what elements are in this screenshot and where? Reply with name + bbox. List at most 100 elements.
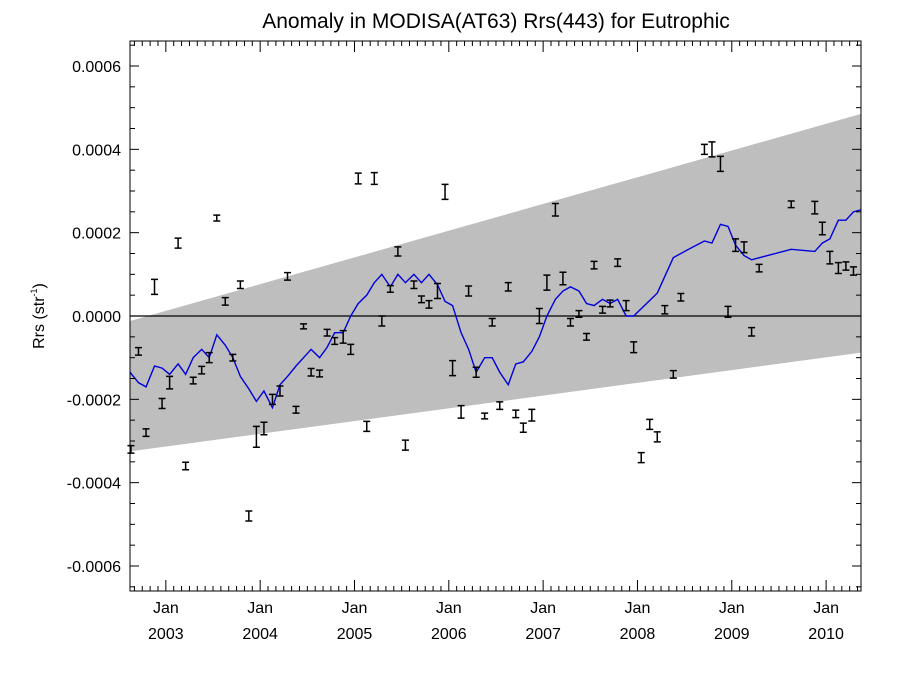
error-bar [127, 444, 135, 454]
error-bar [512, 409, 520, 419]
error-bar [826, 250, 834, 265]
error-bar [182, 461, 190, 471]
error-bar [386, 284, 394, 293]
error-bar [622, 299, 630, 312]
error-bar [189, 376, 197, 385]
error-bar [339, 329, 347, 344]
error-bar [630, 341, 638, 354]
error-bar [433, 282, 441, 300]
error-bar [284, 271, 292, 281]
error-bar [221, 296, 229, 306]
error-bar [166, 375, 174, 390]
x-tick-month-label: Jan [247, 600, 273, 617]
error-bar [378, 315, 386, 327]
x-tick-year-label: 2006 [431, 626, 467, 643]
error-bar [646, 418, 654, 431]
error-bar [535, 307, 543, 325]
error-bar [394, 246, 402, 257]
y-axis-label: Rrs (str-1) [29, 283, 48, 349]
error-bar [732, 238, 740, 253]
error-bar [590, 260, 598, 270]
error-bar [268, 393, 276, 406]
error-bar [488, 317, 496, 327]
error-bar [818, 221, 826, 236]
error-bar [417, 295, 425, 304]
error-bar [260, 421, 268, 436]
svg-text:Rrs (str-1): Rrs (str-1) [29, 283, 48, 349]
x-tick-year-label: 2010 [808, 626, 844, 643]
confidence-band [130, 113, 861, 452]
error-bar [354, 172, 362, 185]
error-bar [300, 323, 308, 330]
y-tick-label: -0.0002 [67, 392, 121, 409]
error-bar [425, 299, 433, 309]
error-bar [559, 271, 567, 286]
error-bar [481, 412, 489, 420]
y-axis-label-main: Rrs (str [31, 296, 48, 349]
x-tick-year-label: 2007 [525, 626, 561, 643]
error-bar [158, 397, 166, 410]
error-bar [849, 266, 857, 276]
y-tick-label: -0.0004 [67, 476, 121, 493]
error-bar [575, 309, 583, 318]
plot-area: -0.0006 -0.0004 -0.0002 0.0000 0.0002 0.0004 0… [67, 40, 862, 643]
error-bar [245, 510, 253, 522]
error-bar [708, 141, 716, 158]
y-axis-label-sup: -1 [29, 288, 39, 296]
error-bar [661, 304, 669, 315]
error-bar [370, 171, 378, 186]
error-bar [198, 365, 206, 375]
error-bar [347, 343, 355, 356]
x-tick-month-label: Jan [813, 600, 839, 617]
error-bar [205, 351, 213, 364]
x-tick-year-label: 2008 [620, 626, 656, 643]
error-bar [677, 292, 685, 302]
error-bar [213, 214, 221, 222]
error-bar [142, 428, 150, 438]
y-tick-label: 0.0006 [72, 59, 121, 76]
x-tick-month-label: Jan [342, 600, 368, 617]
error-bar [551, 202, 559, 217]
error-bar [614, 258, 622, 268]
x-tick-year-label: 2004 [242, 626, 278, 643]
x-tick-year-label: 2003 [148, 626, 184, 643]
error-bar [331, 336, 339, 346]
error-bar [410, 280, 418, 290]
error-bar [700, 143, 708, 156]
error-bar [787, 200, 795, 209]
x-tick-year-label: 2009 [714, 626, 750, 643]
y-tick-label: 0.0004 [72, 142, 121, 159]
x-tick-month-label: Jan [153, 600, 179, 617]
error-bar [811, 200, 819, 215]
error-bar [504, 281, 512, 292]
error-bar [637, 451, 645, 464]
error-bar [457, 404, 465, 419]
error-bar [472, 366, 480, 378]
x-tick-month-label: Jan [625, 600, 651, 617]
error-bar [599, 305, 607, 314]
error-bar [716, 155, 724, 173]
error-bar [496, 401, 504, 411]
error-bar [229, 353, 237, 362]
error-bar [740, 241, 748, 254]
error-bar [323, 328, 331, 337]
error-bar [276, 385, 284, 397]
error-bar [151, 278, 159, 296]
error-bar [441, 183, 449, 201]
error-bar [292, 405, 300, 414]
error-bar [653, 431, 661, 443]
y-axis-label-close: ) [31, 283, 48, 288]
error-bar [174, 237, 182, 249]
error-bar [669, 369, 677, 379]
error-bar [755, 263, 763, 273]
y-tick-label: 0.0002 [72, 226, 121, 243]
x-tick-month-label: Jan [436, 600, 462, 617]
error-bar [842, 261, 850, 271]
blue-series-line [129, 209, 862, 410]
error-bar [363, 420, 371, 433]
error-bar [583, 332, 591, 341]
error-bar [834, 261, 842, 275]
error-bar [724, 305, 732, 318]
error-bar [401, 439, 409, 451]
